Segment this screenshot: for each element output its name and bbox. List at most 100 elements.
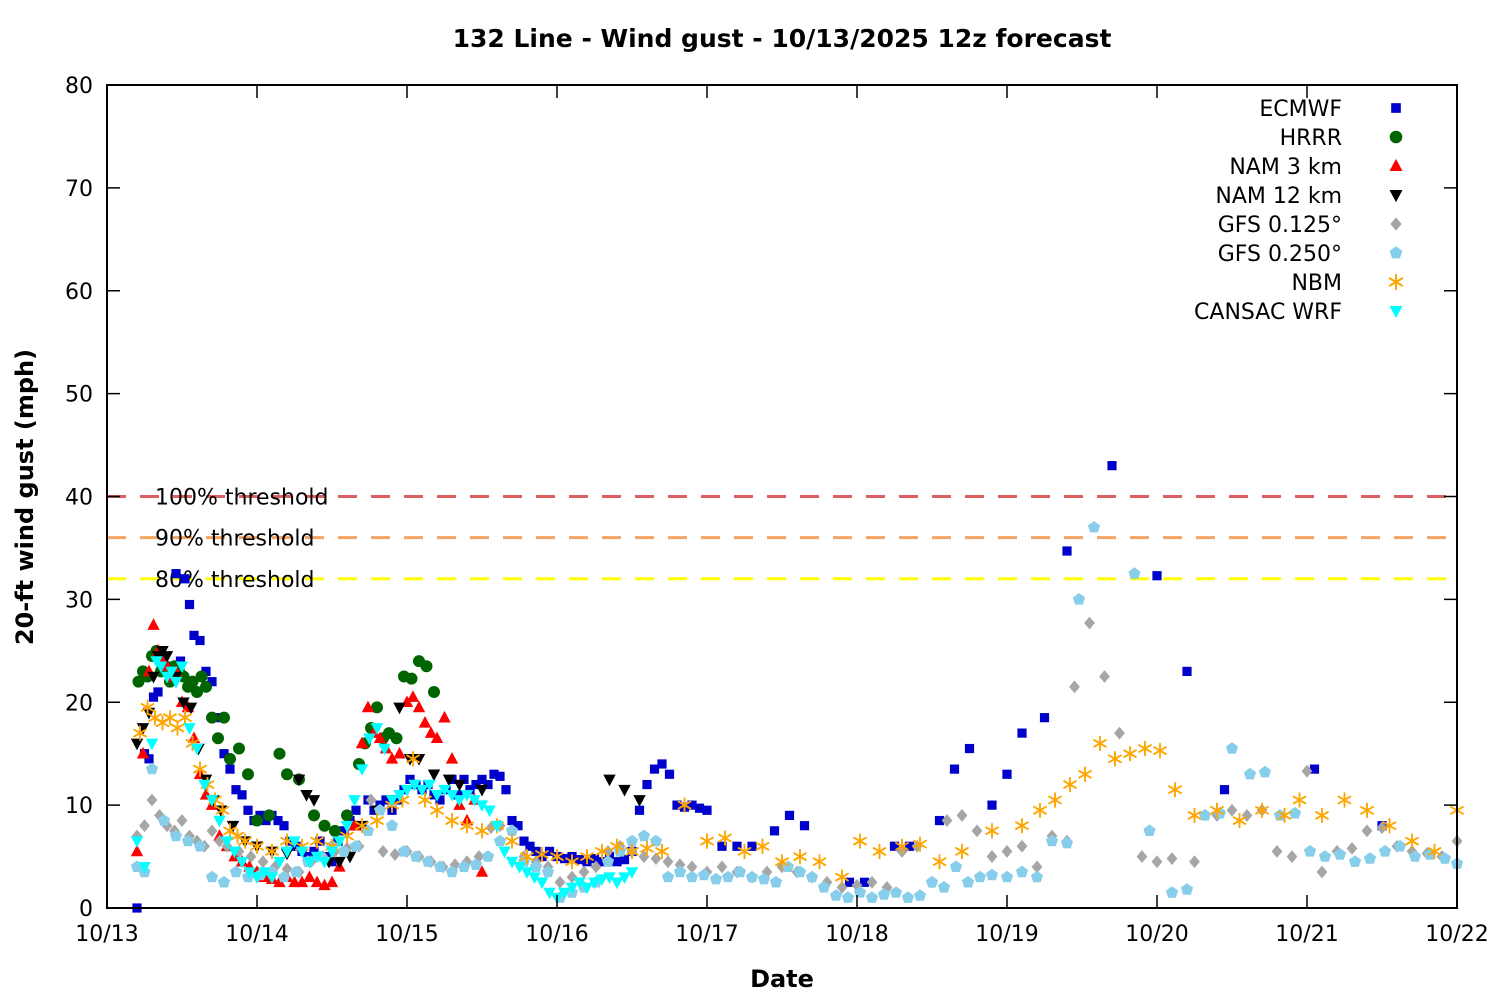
data-point <box>191 685 203 698</box>
data-point-arm <box>475 826 489 836</box>
data-point <box>415 784 429 797</box>
data-point <box>603 872 616 884</box>
data-point <box>649 764 660 774</box>
data-point <box>866 875 878 889</box>
data-point <box>495 771 505 781</box>
data-point-arm <box>737 847 752 856</box>
legend-marker-asterisk-icon-arm <box>1388 277 1404 287</box>
data-point <box>427 769 441 782</box>
data-point-arm <box>677 800 692 810</box>
data-point <box>853 833 867 849</box>
data-point <box>702 805 712 815</box>
data-point <box>280 846 294 859</box>
data-point-arm <box>193 764 207 774</box>
data-point <box>355 764 369 776</box>
data-point <box>130 738 144 751</box>
series-cansac-wrf <box>130 656 639 905</box>
data-point <box>697 868 711 881</box>
data-point <box>1128 567 1141 579</box>
x-tick-label: 10/22 <box>1425 922 1488 947</box>
data-point <box>1069 680 1080 694</box>
data-point <box>281 768 293 781</box>
data-point-arm <box>1315 811 1329 820</box>
y-tick-label: 10 <box>65 794 93 819</box>
data-point <box>469 858 483 870</box>
data-point <box>333 856 346 869</box>
data-point <box>449 858 461 872</box>
data-point <box>574 855 585 865</box>
data-point-arm <box>1292 795 1307 805</box>
data-point <box>363 733 376 746</box>
data-point-arm <box>1015 821 1029 831</box>
data-point-arm <box>895 841 909 851</box>
data-point-arm <box>223 826 237 836</box>
data-point <box>238 833 252 849</box>
data-point <box>793 848 807 865</box>
data-point <box>519 836 529 846</box>
data-point <box>408 779 421 792</box>
data-point <box>805 870 819 883</box>
data-point <box>337 845 351 857</box>
data-point <box>193 761 207 777</box>
data-point <box>987 800 997 810</box>
data-point <box>229 865 243 878</box>
data-point <box>686 860 698 874</box>
data-point <box>588 877 601 890</box>
data-point <box>1063 776 1077 793</box>
data-point <box>633 795 646 807</box>
data-point-arm <box>835 872 849 882</box>
data-point <box>251 814 263 827</box>
data-point <box>1427 843 1442 860</box>
data-point <box>430 802 444 819</box>
data-point-arm <box>853 836 867 846</box>
data-point <box>198 779 211 792</box>
x-tick-label: 10/14 <box>225 922 288 947</box>
legend-item-gfs-0-125-: GFS 0.125° <box>1218 213 1402 238</box>
data-point <box>460 790 474 802</box>
data-point <box>225 764 235 774</box>
data-point <box>1099 670 1110 683</box>
y-tick-label: 40 <box>65 486 93 511</box>
data-point <box>289 865 303 878</box>
data-point <box>355 736 369 749</box>
data-point <box>233 742 245 755</box>
data-point <box>1072 593 1086 605</box>
data-point-arm <box>700 836 714 846</box>
legend-marker-triangle-down-icon <box>1389 189 1403 203</box>
data-point <box>136 746 150 759</box>
data-point <box>677 797 692 813</box>
data-point <box>1151 855 1163 869</box>
data-point <box>292 774 306 787</box>
data-point-arm <box>430 805 444 815</box>
data-point <box>177 697 190 710</box>
data-point <box>1060 836 1074 849</box>
data-point <box>619 855 630 865</box>
data-point <box>985 823 999 839</box>
data-point <box>144 754 154 764</box>
data-point <box>178 709 192 726</box>
data-point <box>566 870 578 884</box>
data-point <box>242 768 254 781</box>
data-point-arm <box>1033 805 1047 815</box>
data-point <box>853 886 867 898</box>
data-point <box>769 875 783 888</box>
data-point <box>315 836 325 846</box>
data-point <box>655 843 669 860</box>
data-point-arm <box>595 847 609 856</box>
data-point <box>243 805 253 815</box>
data-point <box>473 850 485 863</box>
data-point <box>1361 824 1373 838</box>
chart-title: 132 Line - Wind gust - 10/13/2025 12z fo… <box>453 24 1112 53</box>
data-point <box>189 630 199 640</box>
data-point <box>565 853 579 870</box>
data-point <box>657 759 667 769</box>
data-point <box>485 821 497 835</box>
data-point <box>318 819 331 832</box>
data-point <box>1123 745 1137 762</box>
data-point <box>205 870 219 883</box>
data-point <box>393 746 406 759</box>
data-point <box>1363 852 1377 864</box>
data-point <box>130 836 144 848</box>
data-point <box>1292 792 1307 808</box>
data-point <box>610 838 624 855</box>
